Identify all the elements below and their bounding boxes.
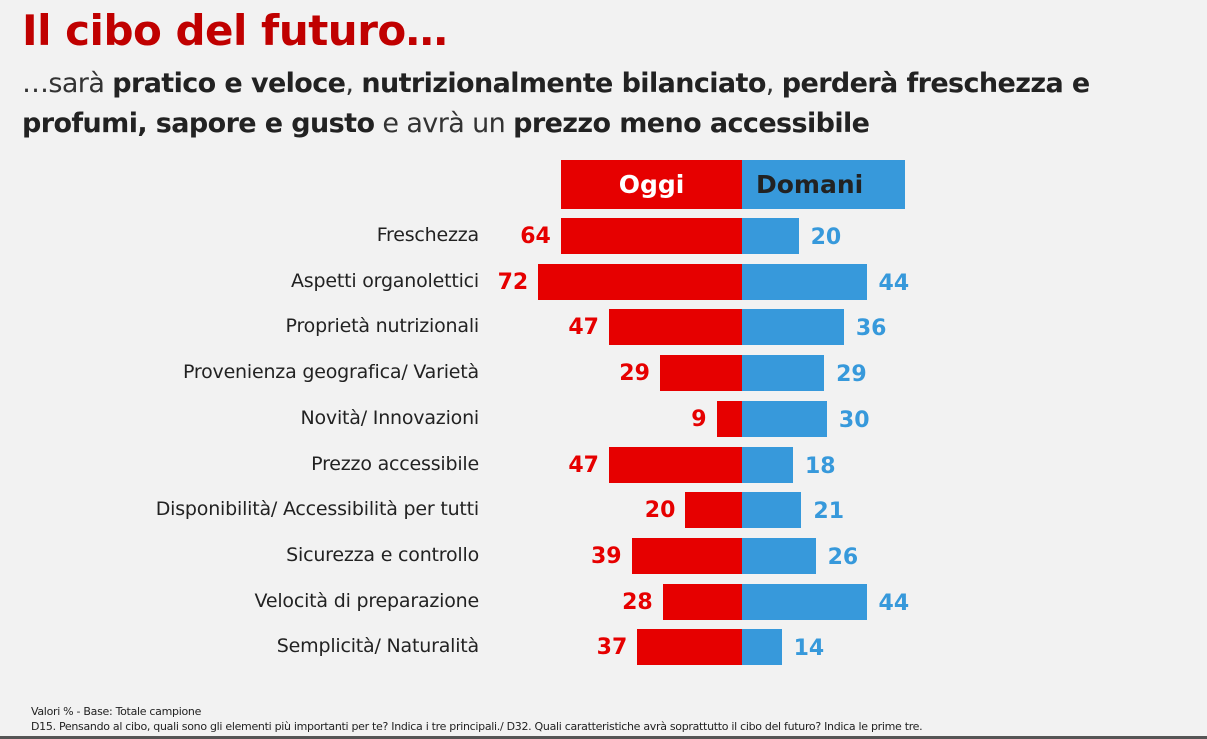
category-label: Prezzo accessibile bbox=[311, 453, 479, 475]
bar-domani bbox=[742, 629, 782, 665]
page-subtitle: …sarà pratico e veloce, nutrizionalmente… bbox=[22, 64, 1192, 144]
value-label-oggi: 72 bbox=[497, 270, 529, 295]
value-label-oggi: 28 bbox=[622, 590, 653, 615]
bar-oggi bbox=[662, 584, 742, 620]
category-label: Semplicità/ Naturalità bbox=[276, 635, 479, 657]
value-label-domani: 18 bbox=[804, 454, 836, 479]
category-label: Proprietà nutrizionali bbox=[285, 315, 480, 337]
bar-oggi bbox=[659, 355, 742, 391]
bar-oggi bbox=[608, 447, 742, 483]
legend-domani: Domani bbox=[742, 160, 905, 209]
category-label: Velocità di preparazione bbox=[254, 590, 480, 612]
value-label-oggi: 29 bbox=[619, 361, 650, 386]
subtitle-part: pratico e veloce bbox=[112, 68, 346, 99]
subtitle-part: e avrà un bbox=[374, 108, 514, 139]
legend-domani-label: Domani bbox=[756, 170, 864, 199]
legend-oggi-label: Oggi bbox=[618, 170, 685, 199]
bar-oggi bbox=[685, 492, 742, 528]
category-label: Aspetti organolettici bbox=[290, 270, 479, 292]
value-label-domani: 44 bbox=[878, 591, 910, 616]
category-label: Sicurezza e controllo bbox=[286, 544, 479, 566]
category-label: Disponibilità/ Accessibilità per tutti bbox=[155, 498, 479, 520]
subtitle-part: , bbox=[345, 68, 362, 99]
value-label-oggi: 20 bbox=[644, 498, 676, 523]
value-label-oggi: 47 bbox=[568, 315, 599, 340]
value-label-oggi: 9 bbox=[691, 407, 707, 432]
value-label-oggi: 47 bbox=[568, 453, 599, 478]
value-label-domani: 20 bbox=[810, 225, 842, 250]
value-label-domani: 29 bbox=[836, 362, 867, 387]
value-label-oggi: 39 bbox=[591, 544, 622, 569]
value-label-domani: 14 bbox=[793, 636, 825, 661]
bar-domani bbox=[742, 355, 825, 391]
legend-oggi: Oggi bbox=[561, 160, 742, 209]
subtitle-part: prezzo meno accessibile bbox=[513, 108, 870, 139]
category-label: Freschezza bbox=[376, 224, 479, 246]
value-label-domani: 26 bbox=[827, 545, 859, 570]
bottom-strip bbox=[0, 736, 1207, 739]
bar-domani bbox=[742, 584, 867, 620]
bar-oggi bbox=[608, 309, 742, 345]
bar-domani bbox=[742, 218, 799, 254]
category-label: Novità/ Innovazioni bbox=[300, 407, 480, 429]
bar-oggi bbox=[560, 218, 742, 254]
bar-domani bbox=[742, 492, 802, 528]
bar-oggi bbox=[716, 401, 742, 437]
bar-domani bbox=[742, 264, 867, 300]
bar-domani bbox=[742, 401, 827, 437]
value-label-oggi: 64 bbox=[520, 224, 551, 249]
value-label-domani: 36 bbox=[855, 316, 887, 341]
category-label: Provenienza geografica/ Varietà bbox=[182, 361, 479, 383]
footnote-questions: D15. Pensando al cibo, quali sono gli el… bbox=[31, 720, 923, 733]
footnote-base: Valori % - Base: Totale campione bbox=[31, 705, 202, 718]
value-label-oggi: 37 bbox=[596, 635, 628, 660]
page-title: Il cibo del futuro… bbox=[22, 6, 448, 55]
value-label-domani: 21 bbox=[813, 499, 845, 524]
bar-domani bbox=[742, 309, 844, 345]
bar-oggi bbox=[637, 629, 742, 665]
subtitle-part: …sarà bbox=[22, 68, 113, 99]
subtitle-part: , bbox=[765, 68, 782, 99]
subtitle-part: nutrizionalmente bilanciato bbox=[361, 68, 766, 99]
value-label-domani: 44 bbox=[878, 271, 910, 296]
bar-oggi bbox=[631, 538, 742, 574]
bar-oggi bbox=[538, 264, 742, 300]
bar-domani bbox=[742, 538, 816, 574]
subtitle-part: perderà freschezza e profumi, sapore e g… bbox=[22, 68, 1090, 139]
value-label-domani: 30 bbox=[838, 408, 870, 433]
bar-domani bbox=[742, 447, 793, 483]
